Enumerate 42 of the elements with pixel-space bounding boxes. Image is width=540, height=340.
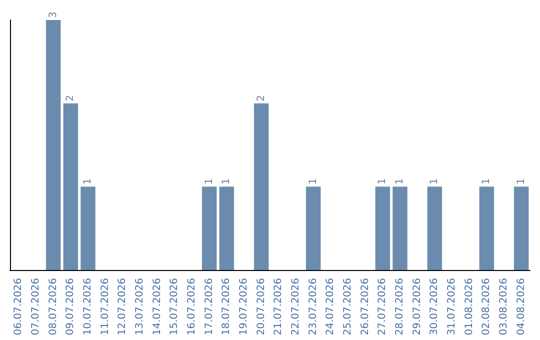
data-label: 1 <box>204 178 215 185</box>
x-tick-label: 18.07.2026 <box>221 278 232 336</box>
x-tick-label: 23.07.2026 <box>308 278 319 336</box>
x-tick-label: 11.07.2026 <box>100 278 111 336</box>
x-tick-label: 22.07.2026 <box>290 278 302 336</box>
x-tick-label: 30.07.2026 <box>429 278 440 336</box>
x-tick-label: 04.08.2026 <box>516 278 527 336</box>
x-tick-label: 06.07.2026 <box>13 278 24 336</box>
x-tick-label: 01.08.2026 <box>464 278 475 336</box>
x-tick-label: 24.07.2026 <box>325 278 336 336</box>
data-label: 2 <box>256 94 267 102</box>
x-tick-label: 31.07.2026 <box>446 278 458 336</box>
x-tick-label: 13.07.2026 <box>134 278 146 336</box>
x-tick-label: 12.07.2026 <box>117 278 128 336</box>
x-tick-label: 09.07.2026 <box>65 278 76 336</box>
x-tick-label: 17.07.2026 <box>204 278 215 336</box>
x-tick-label: 07.07.2026 <box>30 278 42 336</box>
x-tick-label: 19.07.2026 <box>238 278 250 336</box>
data-label: 1 <box>481 178 492 185</box>
data-label: 2 <box>65 94 76 102</box>
x-tick-label: 10.07.2026 <box>82 278 94 336</box>
x-tick-label: 08.07.2026 <box>48 278 59 336</box>
x-tick-label: 28.07.2026 <box>394 278 406 336</box>
x-tick-label: 26.07.2026 <box>360 278 371 336</box>
data-label: 1 <box>394 178 406 185</box>
data-label: 3 <box>48 12 59 18</box>
data-label: 1 <box>308 178 319 185</box>
data-label: 1 <box>221 178 232 185</box>
data-label: 1 <box>429 178 440 185</box>
x-tick-label: 27.07.2026 <box>377 278 388 336</box>
x-tick-label: 14.07.2026 <box>152 278 163 336</box>
data-label: 1 <box>377 178 388 185</box>
x-tick-label: 15.07.2026 <box>169 278 180 336</box>
x-tick-label: 16.07.2026 <box>186 278 198 336</box>
x-tick-label: 29.07.2026 <box>412 278 423 336</box>
data-label: 1 <box>82 178 94 185</box>
x-tick-label: 03.08.2026 <box>498 278 510 336</box>
x-tick-label: 25.07.2026 <box>342 278 354 336</box>
data-label: 1 <box>516 178 527 185</box>
x-tick-label: 20.07.2026 <box>256 278 267 336</box>
x-tick-label: 02.08.2026 <box>481 278 492 336</box>
x-tick-label: 21.07.2026 <box>273 278 284 336</box>
